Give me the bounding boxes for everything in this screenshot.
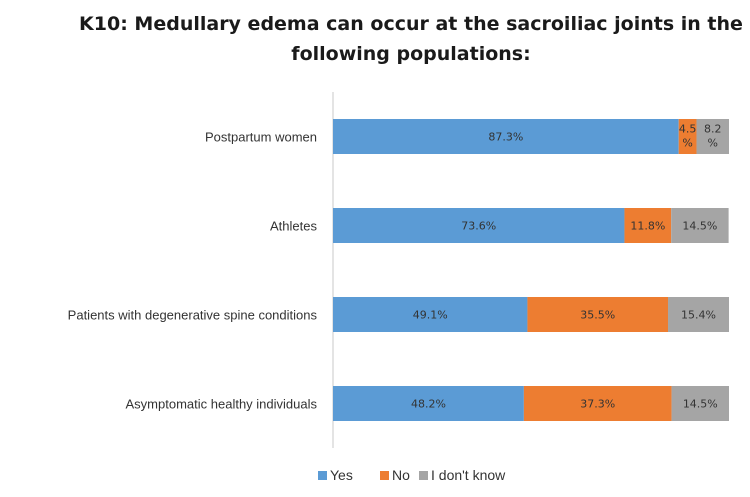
category-label-patients-with-degenerative-spine-conditions: Patients with degenerative spine conditi… — [68, 308, 318, 323]
bar-yes-asymptomatic-healthy-individuals — [333, 386, 524, 421]
data-label-i-don-t-know-postpartum-women: 8.2% — [704, 123, 722, 150]
data-label-yes-asymptomatic-healthy-individuals: 48.2% — [411, 398, 446, 411]
bar-no-athletes — [624, 208, 672, 243]
bar-no-postpartum-women — [678, 119, 697, 154]
bar-no-patients-with-degenerative-spine-conditions — [527, 297, 669, 332]
data-label-i-don-t-know-patients-with-degenerative-spine-conditions: 15.4% — [681, 309, 716, 322]
data-label-yes-athletes: 73.6% — [461, 220, 496, 233]
category-label-asymptomatic-healthy-individuals: Asymptomatic healthy individuals — [126, 397, 318, 412]
bar-i-don-t-know-asymptomatic-healthy-individuals — [671, 386, 729, 421]
data-label-no-patients-with-degenerative-spine-conditions: 35.5% — [580, 309, 615, 322]
data-label-no-asymptomatic-healthy-individuals: 37.3% — [580, 398, 615, 411]
category-label-postpartum-women: Postpartum women — [205, 130, 317, 145]
legend-label-yes: Yes — [330, 467, 353, 483]
legend-swatch-yes — [318, 471, 327, 480]
chart-title-line-2: following populations: — [291, 43, 530, 65]
legend-swatch-no — [380, 471, 389, 480]
bar-yes-athletes — [333, 208, 625, 243]
data-label-no-postpartum-women: 4.5% — [679, 123, 697, 150]
data-label-yes-patients-with-degenerative-spine-conditions: 49.1% — [413, 309, 448, 322]
bar-i-don-t-know-patients-with-degenerative-spine-conditions — [668, 297, 729, 332]
data-label-i-don-t-know-asymptomatic-healthy-individuals: 14.5% — [683, 398, 718, 411]
bar-i-don-t-know-athletes — [671, 208, 729, 243]
chart-title-line-1: K10: Medullary edema can occur at the sa… — [79, 13, 743, 35]
plot-area: Postpartum women 87.3% 4.5 % 8.2 % Athletes 73.… — [68, 92, 729, 448]
bar-yes-patients-with-degenerative-spine-conditions — [333, 297, 528, 332]
bar-i-don-t-know-postpartum-women — [696, 119, 729, 154]
category-label-athletes: Athletes — [270, 219, 317, 234]
bar-yes-postpartum-women — [333, 119, 679, 154]
legend-swatch-i-don-t-know — [419, 471, 428, 480]
bar-no-asymptomatic-healthy-individuals — [523, 386, 672, 421]
data-label-no-athletes: 11.8% — [630, 220, 665, 233]
legend-label-no: No — [392, 467, 410, 483]
legend: Yes No I don't know — [318, 467, 506, 483]
legend-label-i-don-t-know: I don't know — [431, 467, 506, 483]
data-label-yes-postpartum-women: 87.3% — [488, 131, 523, 144]
data-label-i-don-t-know-athletes: 14.5% — [682, 220, 717, 233]
